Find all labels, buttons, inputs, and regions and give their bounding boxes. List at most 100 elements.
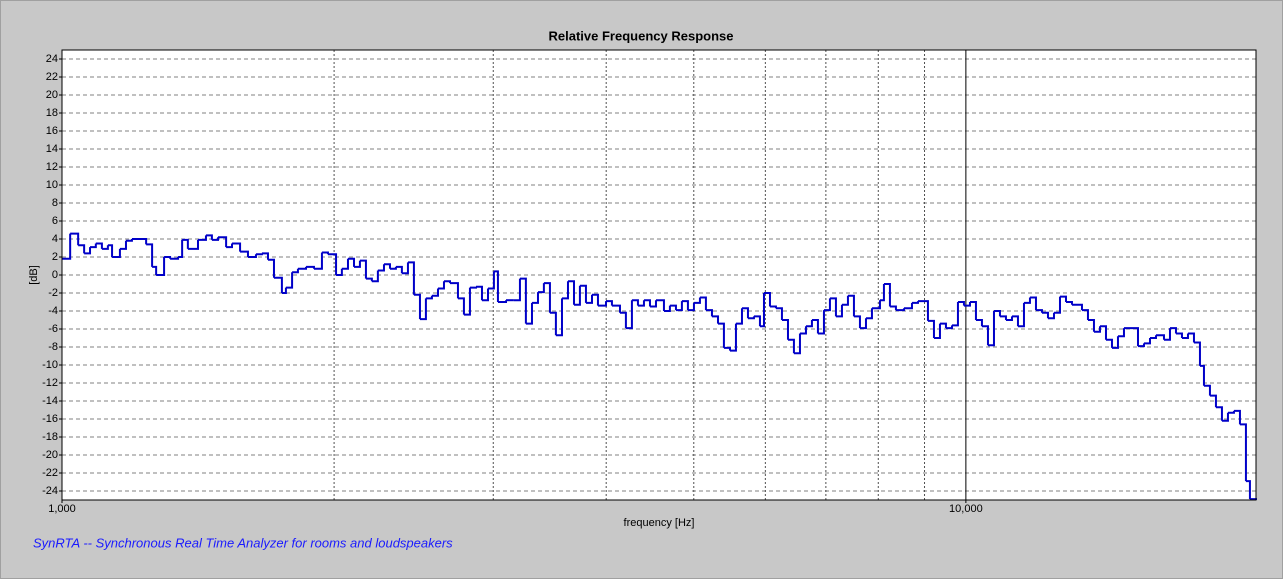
y-tick-label: -24 xyxy=(42,485,58,497)
response-step xyxy=(741,307,749,319)
response-step xyxy=(531,292,539,304)
response-step xyxy=(993,310,1001,317)
response-step xyxy=(1209,394,1217,408)
y-axis-label: [dB] xyxy=(28,265,40,285)
response-step xyxy=(437,281,445,290)
response-step xyxy=(513,278,521,302)
response-step xyxy=(112,248,121,258)
response-step xyxy=(675,301,683,312)
response-step xyxy=(78,244,86,254)
response-step xyxy=(1117,328,1125,338)
response-step xyxy=(1041,311,1049,319)
response-step xyxy=(605,300,613,306)
y-tick-label: 18 xyxy=(46,107,58,119)
response-step xyxy=(232,242,242,252)
response-step xyxy=(711,315,719,324)
response-step xyxy=(573,285,581,306)
y-tick-label: -6 xyxy=(48,323,58,335)
response-step xyxy=(525,302,533,325)
response-step xyxy=(759,293,765,328)
response-step xyxy=(799,326,807,335)
response-step xyxy=(469,286,478,289)
plot-border xyxy=(61,49,1257,501)
response-step xyxy=(1203,384,1211,396)
response-step xyxy=(611,304,621,313)
response-step xyxy=(549,311,557,336)
response-step xyxy=(787,338,795,354)
response-step xyxy=(597,301,607,307)
response-step xyxy=(347,257,355,267)
response-step xyxy=(395,265,403,274)
response-step xyxy=(119,240,127,250)
response-step xyxy=(903,302,913,310)
y-tick-label: 2 xyxy=(52,251,58,263)
response-step xyxy=(729,323,737,352)
response-step xyxy=(476,285,483,301)
y-tick-label: 16 xyxy=(46,125,58,137)
response-step xyxy=(481,288,489,302)
response-step xyxy=(555,298,563,337)
response-step xyxy=(889,305,897,311)
y-tick-label: -2 xyxy=(48,287,58,299)
response-step xyxy=(643,299,651,307)
response-step xyxy=(519,277,527,324)
response-step xyxy=(156,257,166,276)
response-step xyxy=(359,259,367,279)
response-step xyxy=(297,266,308,270)
response-step xyxy=(693,297,701,304)
footer-text: SynRTA -- Synchronous Real Time Analyzer… xyxy=(33,535,453,550)
y-tick-label: 24 xyxy=(46,53,58,65)
response-step xyxy=(95,242,103,249)
response-step xyxy=(205,234,213,240)
response-step xyxy=(591,293,599,306)
response-step xyxy=(353,260,361,268)
response-step xyxy=(811,319,819,334)
response-step xyxy=(170,257,180,260)
response-step xyxy=(823,298,831,312)
response-step xyxy=(1023,297,1031,304)
response-step xyxy=(1059,295,1067,302)
response-step xyxy=(561,281,569,300)
response-step xyxy=(146,243,154,267)
response-step xyxy=(681,300,689,311)
response-step xyxy=(859,318,867,330)
y-tick-label: 14 xyxy=(46,143,58,155)
response-step xyxy=(723,346,731,351)
response-step xyxy=(493,270,499,302)
response-step xyxy=(1181,333,1189,339)
response-step xyxy=(655,299,665,311)
y-tick-label: -12 xyxy=(42,377,58,389)
response-step xyxy=(1123,327,1139,347)
response-step xyxy=(763,292,771,307)
response-step xyxy=(336,268,343,276)
response-step xyxy=(951,302,959,327)
response-step xyxy=(817,310,825,335)
response-step xyxy=(939,322,947,329)
y-tick-label: 0 xyxy=(52,269,58,281)
response-step xyxy=(975,319,983,327)
y-tick-label: 20 xyxy=(46,89,58,101)
response-step xyxy=(1239,423,1247,482)
response-step xyxy=(371,270,379,283)
response-step xyxy=(631,299,639,306)
response-step xyxy=(70,232,80,246)
x-axis-label: frequency [Hz] xyxy=(624,517,695,529)
response-step xyxy=(879,284,885,302)
response-step xyxy=(567,280,575,305)
response-step xyxy=(753,315,761,327)
response-step xyxy=(1071,303,1083,311)
response-step xyxy=(218,236,228,248)
y-tick-label: -4 xyxy=(48,305,58,317)
y-tick-label: 8 xyxy=(52,197,58,209)
y-tick-label: 4 xyxy=(52,233,58,245)
response-step xyxy=(341,258,349,270)
response-step xyxy=(847,294,855,317)
response-step xyxy=(226,243,234,249)
response-step xyxy=(829,297,837,317)
y-tick-label: -10 xyxy=(42,359,58,371)
response-step xyxy=(1099,325,1107,340)
response-step xyxy=(1175,332,1183,338)
response-step xyxy=(1005,316,1013,321)
response-step xyxy=(90,243,97,249)
